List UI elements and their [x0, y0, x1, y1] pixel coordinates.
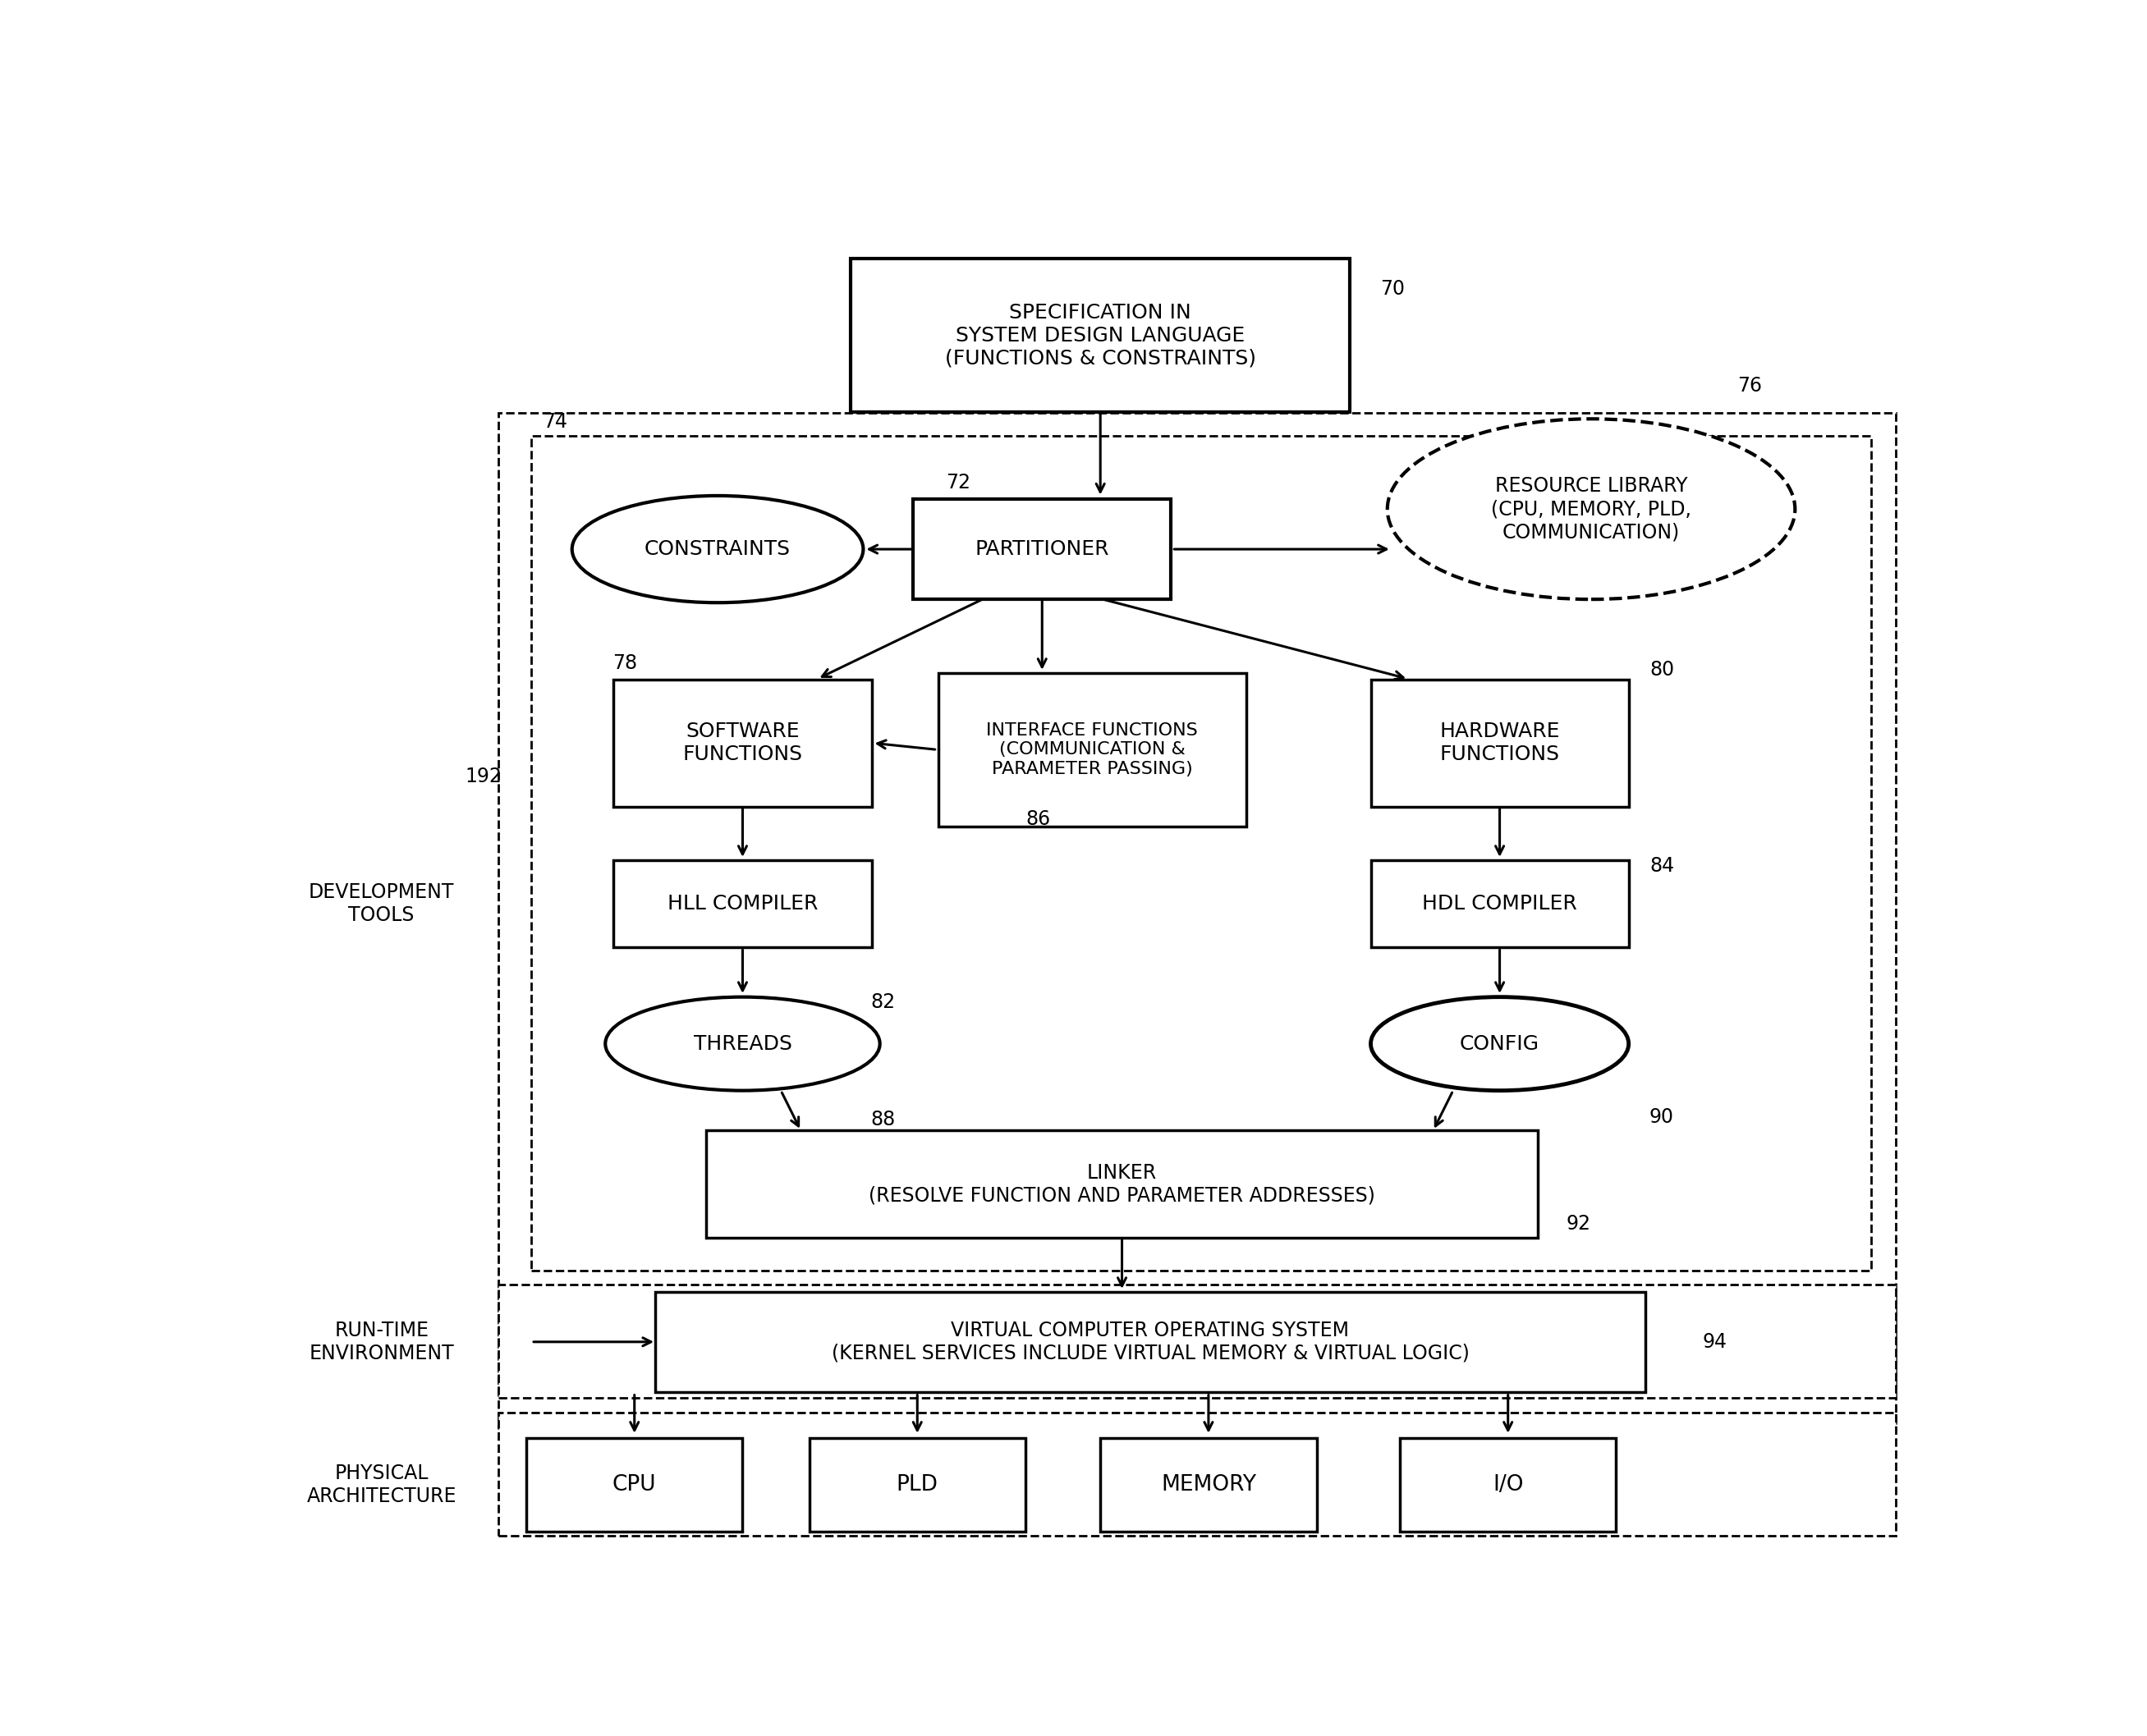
FancyBboxPatch shape: [912, 498, 1170, 599]
FancyBboxPatch shape: [498, 1285, 1896, 1397]
FancyBboxPatch shape: [1099, 1437, 1316, 1531]
Text: CPU: CPU: [612, 1474, 657, 1495]
Text: 76: 76: [1737, 377, 1763, 396]
Text: I/O: I/O: [1492, 1474, 1524, 1495]
FancyBboxPatch shape: [498, 1413, 1896, 1536]
FancyBboxPatch shape: [706, 1130, 1537, 1238]
Text: PARTITIONER: PARTITIONER: [975, 540, 1110, 559]
FancyBboxPatch shape: [809, 1437, 1026, 1531]
Text: HDL COMPILER: HDL COMPILER: [1421, 894, 1578, 913]
Ellipse shape: [571, 496, 863, 602]
FancyBboxPatch shape: [850, 259, 1350, 411]
Text: DEVELOPMENT
TOOLS: DEVELOPMENT TOOLS: [309, 882, 455, 925]
Text: HLL COMPILER: HLL COMPILER: [668, 894, 818, 913]
Ellipse shape: [1387, 418, 1795, 599]
Text: SPECIFICATION IN
SYSTEM DESIGN LANGUAGE
(FUNCTIONS & CONSTRAINTS): SPECIFICATION IN SYSTEM DESIGN LANGUAGE …: [945, 302, 1256, 368]
Text: 92: 92: [1567, 1215, 1591, 1234]
Text: CONSTRAINTS: CONSTRAINTS: [644, 540, 790, 559]
Text: 90: 90: [1649, 1108, 1675, 1127]
Text: RUN-TIME
ENVIRONMENT: RUN-TIME ENVIRONMENT: [309, 1321, 453, 1363]
FancyBboxPatch shape: [1370, 679, 1630, 807]
Text: PLD: PLD: [897, 1474, 938, 1495]
FancyBboxPatch shape: [526, 1437, 743, 1531]
Text: 78: 78: [612, 653, 638, 672]
FancyBboxPatch shape: [614, 679, 872, 807]
Text: 82: 82: [872, 993, 895, 1012]
FancyBboxPatch shape: [498, 413, 1896, 1429]
Text: 70: 70: [1381, 279, 1404, 299]
Ellipse shape: [1370, 996, 1630, 1090]
Text: LINKER
(RESOLVE FUNCTION AND PARAMETER ADDRESSES): LINKER (RESOLVE FUNCTION AND PARAMETER A…: [870, 1163, 1376, 1205]
FancyBboxPatch shape: [530, 436, 1870, 1271]
Text: 86: 86: [1026, 809, 1050, 830]
Text: 88: 88: [872, 1109, 895, 1130]
Text: SOFTWARE
FUNCTIONS: SOFTWARE FUNCTIONS: [683, 722, 803, 764]
Text: THREADS: THREADS: [693, 1035, 792, 1054]
Text: PHYSICAL
ARCHITECTURE: PHYSICAL ARCHITECTURE: [307, 1463, 457, 1507]
Text: 84: 84: [1649, 856, 1675, 877]
Text: HARDWARE
FUNCTIONS: HARDWARE FUNCTIONS: [1438, 722, 1561, 764]
FancyBboxPatch shape: [1400, 1437, 1617, 1531]
Text: VIRTUAL COMPUTER OPERATING SYSTEM
(KERNEL SERVICES INCLUDE VIRTUAL MEMORY & VIRT: VIRTUAL COMPUTER OPERATING SYSTEM (KERNE…: [831, 1321, 1469, 1363]
Ellipse shape: [605, 996, 880, 1090]
Text: CONFIG: CONFIG: [1460, 1035, 1539, 1054]
Text: INTERFACE FUNCTIONS
(COMMUNICATION &
PARAMETER PASSING): INTERFACE FUNCTIONS (COMMUNICATION & PAR…: [985, 722, 1198, 778]
Text: RESOURCE LIBRARY
(CPU, MEMORY, PLD,
COMMUNICATION): RESOURCE LIBRARY (CPU, MEMORY, PLD, COMM…: [1490, 476, 1692, 542]
Text: 72: 72: [945, 472, 970, 493]
FancyBboxPatch shape: [614, 859, 872, 946]
Text: 74: 74: [543, 413, 567, 432]
Text: 80: 80: [1649, 660, 1675, 679]
Text: MEMORY: MEMORY: [1162, 1474, 1256, 1495]
Text: 94: 94: [1703, 1332, 1728, 1352]
FancyBboxPatch shape: [938, 674, 1245, 826]
FancyBboxPatch shape: [1370, 859, 1630, 946]
Text: 192: 192: [464, 767, 502, 786]
FancyBboxPatch shape: [655, 1292, 1645, 1392]
